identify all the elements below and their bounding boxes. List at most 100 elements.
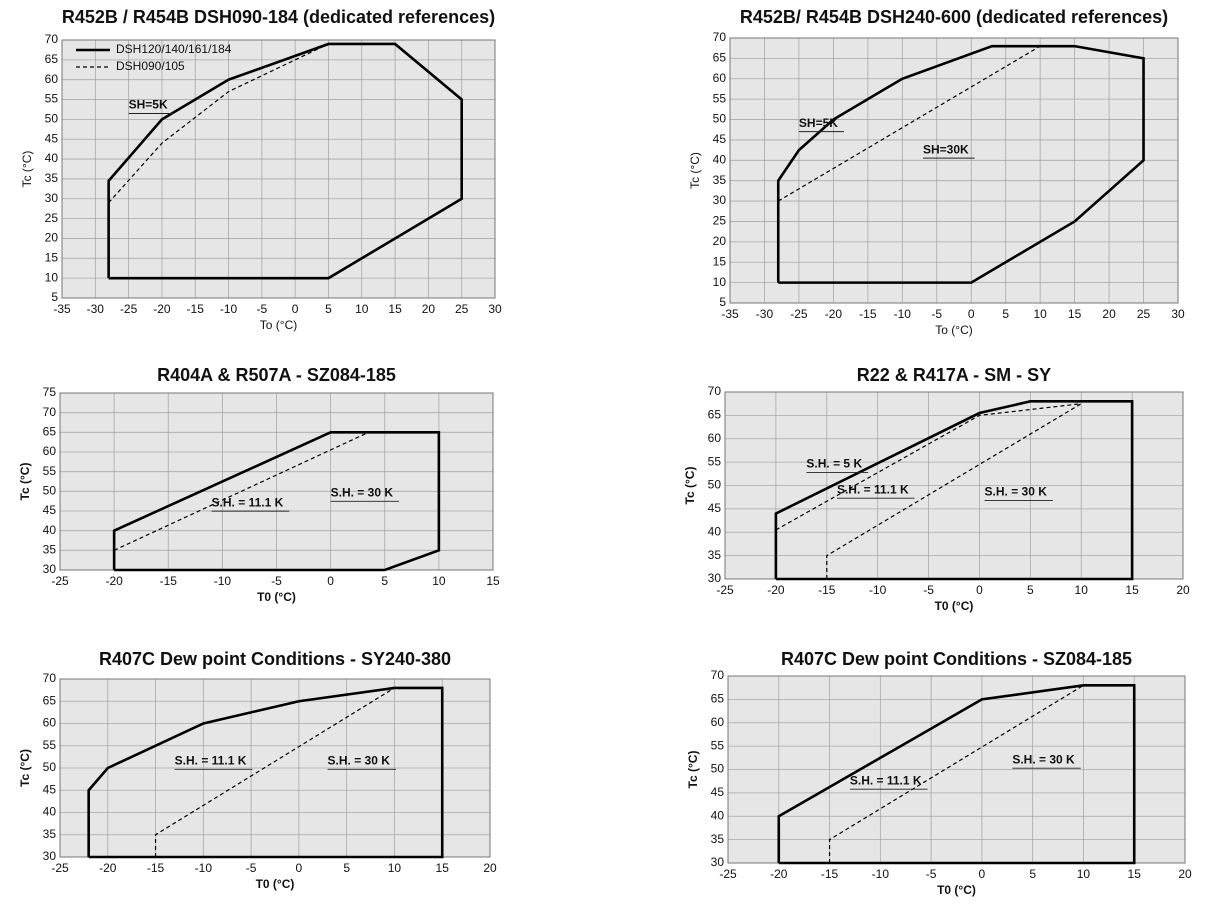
x-tick-label: -20 bbox=[105, 574, 123, 588]
y-tick-label: 55 bbox=[708, 454, 722, 468]
x-tick-label: 0 bbox=[292, 302, 299, 316]
y-tick-label: 40 bbox=[711, 808, 725, 822]
y-axis-label: Tc (°C) bbox=[683, 467, 697, 505]
y-tick-label: 50 bbox=[43, 760, 57, 774]
x-tick-label: 5 bbox=[1029, 867, 1036, 881]
x-tick-label: -15 bbox=[147, 861, 165, 875]
y-tick-label: 65 bbox=[711, 692, 725, 706]
envelope-line bbox=[774, 400, 1134, 581]
y-tick-label: 20 bbox=[45, 231, 59, 245]
x-tick-label: 0 bbox=[976, 583, 983, 597]
y-tick-label: 35 bbox=[43, 827, 57, 841]
x-tick-label: 5 bbox=[325, 302, 332, 316]
chart: -25 -20 -15 -10 -5 0 5 10 15 20 30 35 40 45 50 55 60 65 70… bbox=[686, 649, 1192, 897]
y-tick-label: 60 bbox=[711, 715, 725, 729]
envelope-line bbox=[107, 42, 463, 280]
x-tick-label: -10 bbox=[214, 574, 232, 588]
annotation: SH=30K bbox=[923, 142, 969, 156]
x-tick-label: -20 bbox=[825, 307, 843, 321]
y-tick-label: 10 bbox=[45, 270, 59, 284]
y-tick-label: 50 bbox=[708, 478, 722, 492]
x-tick-label: -35 bbox=[53, 302, 71, 316]
y-tick-label: 55 bbox=[43, 738, 57, 752]
y-tick-label: 35 bbox=[43, 543, 57, 557]
x-axis-label: To (°C) bbox=[260, 318, 297, 332]
x-tick-label: -15 bbox=[859, 307, 877, 321]
chart-title: R407C Dew point Conditions - SZ084-185 bbox=[781, 649, 1132, 669]
x-tick-label: 5 bbox=[1002, 307, 1009, 321]
chart-title: R452B / R454B DSH090-184 (dedicated refe… bbox=[62, 7, 495, 27]
x-tick-label: -15 bbox=[818, 583, 836, 597]
x-tick-label: 20 bbox=[422, 302, 436, 316]
y-tick-label: 45 bbox=[708, 501, 722, 515]
chart: -25 -20 -15 -10 -5 0 5 10 15 20 30 35 40 45 50 55 60 65 70… bbox=[683, 365, 1190, 613]
envelope-line bbox=[154, 687, 395, 857]
x-tick-label: -20 bbox=[153, 302, 171, 316]
annotation: S.H. = 30 K bbox=[985, 485, 1048, 499]
y-tick-label: 65 bbox=[43, 425, 57, 439]
y-tick-label: 30 bbox=[43, 562, 57, 576]
y-tick-label: 60 bbox=[43, 444, 57, 458]
chart: -35 -30 -25 -20 -15 -10 -5 0 5 10 15 20 25 30 5 10 15 20 2… bbox=[688, 7, 1185, 337]
chart-title: R407C Dew point Conditions - SY240-380 bbox=[99, 649, 451, 669]
y-tick-label: 60 bbox=[45, 72, 59, 86]
x-tick-label: 15 bbox=[1125, 583, 1139, 597]
y-tick-label: 40 bbox=[43, 523, 57, 537]
y-axis-label: Tc (°C) bbox=[18, 463, 32, 501]
y-tick-label: 35 bbox=[713, 173, 727, 187]
y-tick-label: 55 bbox=[711, 738, 725, 752]
y-tick-label: 65 bbox=[43, 693, 57, 707]
envelope-line bbox=[112, 431, 441, 572]
chart-title: R22 & R417A - SM - SY bbox=[857, 365, 1051, 385]
y-tick-label: 65 bbox=[713, 51, 727, 65]
chart-title: R404A & R507A - SZ084-185 bbox=[157, 365, 396, 385]
y-tick-label: 45 bbox=[713, 132, 727, 146]
y-tick-label: 25 bbox=[713, 214, 727, 228]
y-tick-label: 40 bbox=[713, 152, 727, 166]
y-tick-label: 20 bbox=[713, 234, 727, 248]
x-axis-label: To (°C) bbox=[935, 323, 972, 337]
y-tick-label: 75 bbox=[43, 385, 57, 399]
plot-area bbox=[62, 40, 495, 298]
chart: -25 -20 -15 -10 -5 0 5 10 15 20 30 35 40 45 50 55 60 65 70… bbox=[18, 649, 497, 891]
envelope-line bbox=[87, 686, 444, 859]
y-axis-label: Tc (°C) bbox=[688, 152, 702, 189]
plot-area bbox=[730, 38, 1178, 303]
x-tick-label: 0 bbox=[979, 867, 986, 881]
y-tick-label: 30 bbox=[708, 571, 722, 585]
annotation: S.H. = 30 K bbox=[1012, 752, 1075, 766]
x-tick-label: 10 bbox=[432, 574, 446, 588]
y-tick-label: 35 bbox=[45, 171, 59, 185]
y-axis-label: Tc (°C) bbox=[20, 151, 34, 188]
y-tick-label: 25 bbox=[45, 211, 59, 225]
x-tick-label: 10 bbox=[1077, 867, 1091, 881]
y-tick-label: 15 bbox=[45, 250, 59, 264]
x-tick-label: -20 bbox=[99, 861, 117, 875]
x-tick-label: 30 bbox=[488, 302, 502, 316]
y-tick-label: 40 bbox=[45, 151, 59, 165]
x-tick-label: 15 bbox=[486, 574, 500, 588]
y-tick-label: 35 bbox=[708, 548, 722, 562]
x-tick-label: 15 bbox=[436, 861, 450, 875]
x-tick-label: -25 bbox=[790, 307, 808, 321]
x-tick-label: -10 bbox=[869, 583, 887, 597]
x-tick-label: 20 bbox=[483, 861, 497, 875]
y-tick-label: 65 bbox=[708, 408, 722, 422]
annotation: SH=5K bbox=[129, 98, 168, 112]
x-tick-label: 15 bbox=[1068, 307, 1082, 321]
x-tick-label: -10 bbox=[872, 867, 890, 881]
x-tick-label: -5 bbox=[931, 307, 942, 321]
annotation: S.H. = 11.1 K bbox=[850, 773, 922, 787]
plot-frame bbox=[729, 37, 1179, 304]
x-tick-label: 5 bbox=[381, 574, 388, 588]
x-tick-label: 10 bbox=[1075, 583, 1089, 597]
x-tick-label: 30 bbox=[1171, 307, 1185, 321]
x-tick-label: 0 bbox=[968, 307, 975, 321]
envelope-line bbox=[777, 45, 1041, 202]
chart: -25 -20 -15 -10 -5 0 5 10 15 30 35 40 45 50 55 60 65 70 75… bbox=[18, 365, 500, 604]
x-tick-label: -5 bbox=[926, 867, 937, 881]
y-tick-label: 70 bbox=[45, 32, 59, 46]
envelope-line bbox=[777, 684, 1136, 865]
envelope-line bbox=[108, 43, 329, 204]
